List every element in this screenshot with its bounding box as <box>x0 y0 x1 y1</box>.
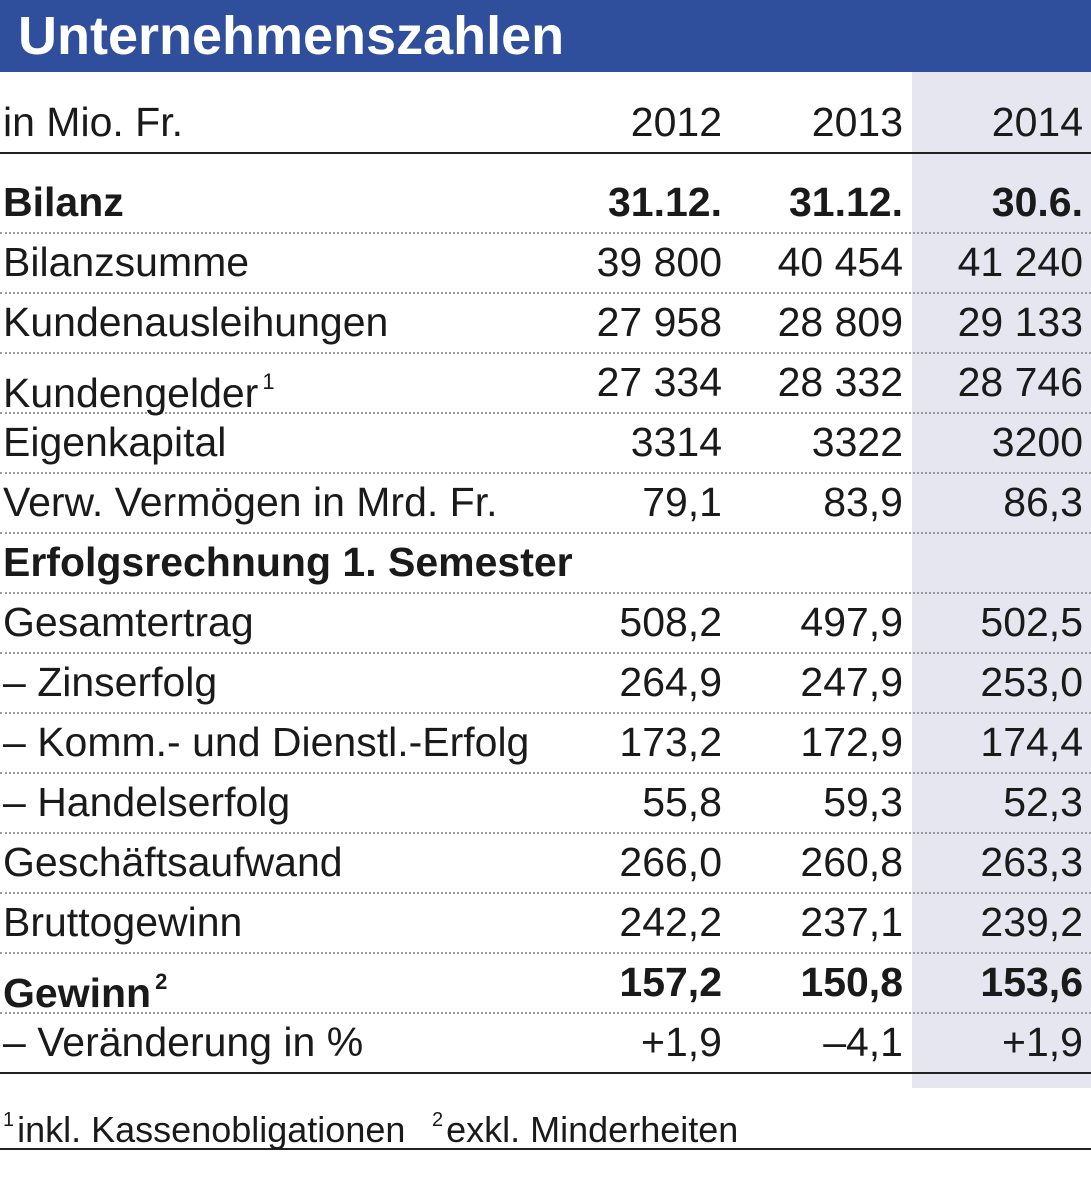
table-row: – Komm.- und Dienstl.-Erfolg 173,2 172,9 17… <box>0 712 1091 774</box>
value-cell: 239,2 <box>980 899 1083 945</box>
table-row: Eigenkapital 3314 3322 3200 <box>0 412 1091 474</box>
value-cell: 28 746 <box>957 359 1083 405</box>
value-cell: 41 240 <box>957 239 1083 285</box>
value-cell: 173,2 <box>619 719 722 765</box>
value-cell: 174,4 <box>980 719 1083 765</box>
footnote-1: 1inkl. Kassenobligationen <box>3 1109 406 1150</box>
row-label: – Handelserfolg <box>3 779 291 825</box>
row-label: – Zinserfolg <box>3 659 218 705</box>
year-header: 2014 <box>991 99 1083 145</box>
row-label: Eigenkapital <box>3 419 227 465</box>
value-cell: 30.6. <box>991 179 1083 225</box>
value-cell: 247,9 <box>800 659 903 705</box>
value-cell: 3322 <box>811 419 903 465</box>
value-cell: 253,0 <box>980 659 1083 705</box>
value-cell: 497,9 <box>800 599 903 645</box>
table-row: Bilanz 31.12. 31.12. 30.6. <box>0 172 1091 234</box>
footnote-mark: 1 <box>262 369 275 394</box>
value-cell: 29 133 <box>957 299 1083 345</box>
value-cell: 52,3 <box>1003 779 1083 825</box>
value-cell: 31.12. <box>608 179 722 225</box>
value-cell: 172,9 <box>800 719 903 765</box>
year-header: 2012 <box>630 99 722 145</box>
value-cell: 153,6 <box>980 959 1083 1005</box>
footnote-mark: 2 <box>155 969 168 994</box>
value-cell: 59,3 <box>823 779 903 825</box>
table-header: in Mio. Fr. 2012 2013 2014 <box>0 92 1091 154</box>
row-label: Verw. Vermögen in Mrd. Fr. <box>3 479 498 525</box>
value-cell: 27 334 <box>596 359 722 405</box>
table-row: Kundenausleihungen 27 958 28 809 29 133 <box>0 292 1091 354</box>
value-cell: 31.12. <box>789 179 903 225</box>
footnotes: 1inkl. Kassenobligationen 2exkl. Minderh… <box>0 1092 1091 1150</box>
value-cell: 28 809 <box>777 299 903 345</box>
row-label: Bilanzsumme <box>3 239 250 285</box>
value-cell: 508,2 <box>619 599 722 645</box>
table-row: Geschäftsaufwand 266,0 260,8 263,3 <box>0 832 1091 894</box>
value-cell: 3200 <box>991 419 1083 465</box>
row-label: Bruttogewinn <box>3 899 243 945</box>
value-cell: 55,8 <box>642 779 722 825</box>
value-cell: 27 958 <box>596 299 722 345</box>
row-label: Geschäftsaufwand <box>3 839 343 885</box>
value-cell: 264,9 <box>619 659 722 705</box>
value-cell: 3314 <box>630 419 722 465</box>
row-label: – Komm.- und Dienstl.-Erfolg <box>3 719 530 765</box>
value-cell: +1,9 <box>641 1019 722 1065</box>
value-cell: 242,2 <box>619 899 722 945</box>
unit-label: in Mio. Fr. <box>3 99 183 145</box>
table-row: – Veränderung in % +1,9 –4,1 +1,9 <box>0 1012 1091 1074</box>
value-cell: 263,3 <box>980 839 1083 885</box>
value-cell: 79,1 <box>642 479 722 525</box>
value-cell: 237,1 <box>800 899 903 945</box>
table-row: Kundengelder 1 27 334 28 332 28 746 <box>0 352 1091 416</box>
footnote-2: 2exkl. Minderheiten <box>432 1109 739 1150</box>
value-cell: 86,3 <box>1003 479 1083 525</box>
table-row: – Zinserfolg 264,9 247,9 253,0 <box>0 652 1091 714</box>
row-label: Bilanz <box>3 179 124 225</box>
value-cell: 266,0 <box>619 839 722 885</box>
value-cell: –4,1 <box>823 1019 903 1065</box>
table-row: Gesamtertrag 508,2 497,9 502,5 <box>0 592 1091 654</box>
value-cell: 83,9 <box>823 479 903 525</box>
value-cell: 39 800 <box>596 239 722 285</box>
row-label: Kundenausleihungen <box>3 299 389 345</box>
row-label: – Veränderung in % <box>3 1019 364 1065</box>
value-cell: 260,8 <box>800 839 903 885</box>
value-cell: +1,9 <box>1002 1019 1083 1065</box>
row-label: Kundengelder 1 <box>3 369 275 416</box>
value-cell: 28 332 <box>777 359 903 405</box>
value-cell: 502,5 <box>980 599 1083 645</box>
table-row: Bruttogewinn 242,2 237,1 239,2 <box>0 892 1091 954</box>
highlight-column-2014 <box>912 72 1091 1088</box>
table-row: – Handelserfolg 55,8 59,3 52,3 <box>0 772 1091 834</box>
value-cell: 150,8 <box>800 959 903 1005</box>
table-row: Gewinn 2 157,2 150,8 153,6 <box>0 952 1091 1016</box>
table-row: Bilanzsumme 39 800 40 454 41 240 <box>0 232 1091 294</box>
row-label: Erfolgsrechnung 1. Semester <box>3 539 573 585</box>
table-row: Verw. Vermögen in Mrd. Fr. 79,1 83,9 86,3 <box>0 472 1091 534</box>
value-cell: 40 454 <box>777 239 903 285</box>
table-row: Erfolgsrechnung 1. Semester <box>0 532 1091 594</box>
table-title: Unternehmenszahlen <box>0 0 1091 72</box>
year-header: 2013 <box>811 99 903 145</box>
row-label: Gesamtertrag <box>3 599 254 645</box>
row-label: Gewinn 2 <box>3 969 168 1016</box>
value-cell: 157,2 <box>619 959 722 1005</box>
